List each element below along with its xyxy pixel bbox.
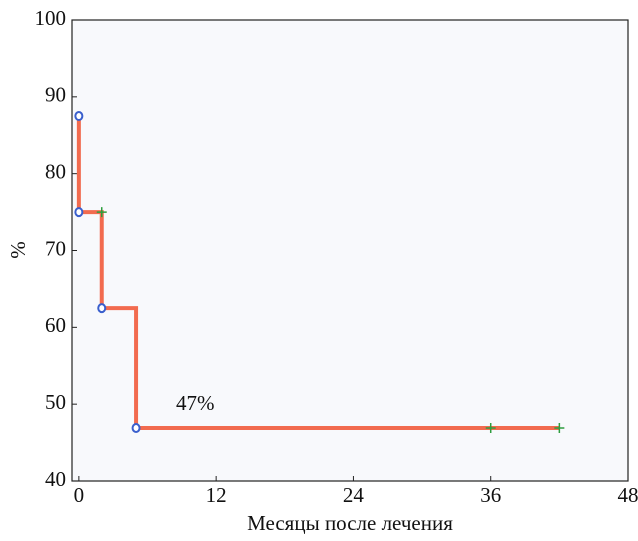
y-tick-label: 100 xyxy=(35,6,67,30)
event-point xyxy=(74,111,84,122)
y-tick-label: 80 xyxy=(45,159,66,183)
y-tick-label: 60 xyxy=(45,313,66,337)
annotation: 47% xyxy=(176,391,215,415)
x-tick-label: 24 xyxy=(343,483,365,507)
y-tick-label: 40 xyxy=(45,467,66,491)
event-point xyxy=(131,422,141,433)
event-point xyxy=(74,207,84,218)
y-axis-label: % xyxy=(6,241,30,259)
censor-mark xyxy=(485,422,496,433)
plot-area xyxy=(71,19,629,482)
y-tick-label: 50 xyxy=(45,390,66,414)
censor-mark xyxy=(96,207,107,218)
event-point xyxy=(97,303,107,314)
x-tick-label: 0 xyxy=(74,483,85,507)
x-axis-label: Месяцы после лечения xyxy=(247,511,453,535)
x-tick-label: 12 xyxy=(206,483,227,507)
x-tick-label: 48 xyxy=(618,483,638,507)
censor-mark xyxy=(554,422,565,433)
y-tick-label: 70 xyxy=(45,236,66,260)
x-tick-label: 36 xyxy=(480,483,501,507)
y-tick-label: 90 xyxy=(45,83,66,107)
